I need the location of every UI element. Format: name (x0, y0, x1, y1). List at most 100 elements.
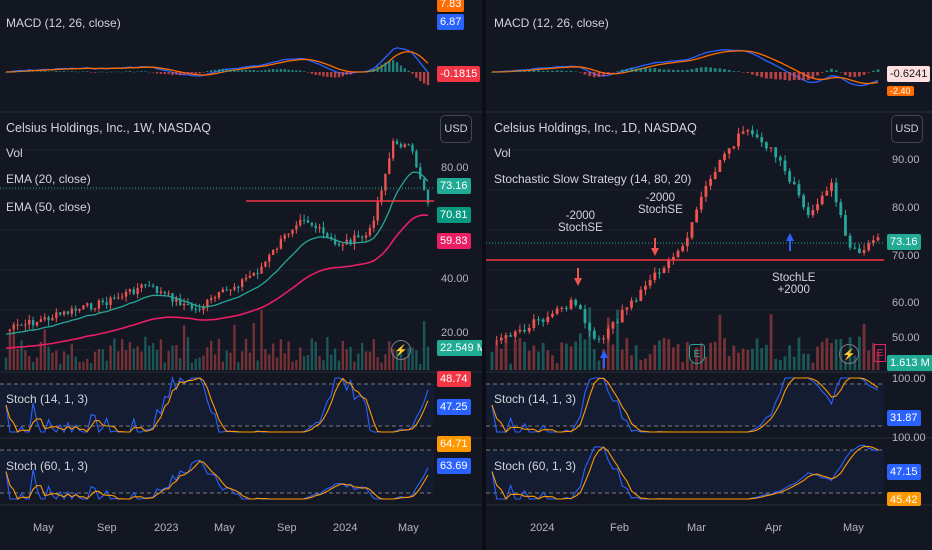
replay-icon[interactable]: ⚡ (391, 340, 411, 360)
volume-bar (532, 345, 536, 370)
macd-legend[interactable]: MACD (12, 26, close) (494, 16, 609, 30)
macd-line (491, 49, 879, 87)
vol-legend[interactable]: Vol (6, 146, 23, 160)
candle-body (504, 335, 508, 338)
macd-histogram-bar (47, 71, 50, 73)
macd-histogram-bar (86, 71, 89, 72)
macd-histogram-bar (380, 64, 383, 72)
candle-body (260, 266, 263, 274)
price-tick: 70.00 (892, 250, 920, 262)
macd-histogram-bar (411, 72, 414, 74)
volume-bar (24, 350, 27, 370)
volume-bar (186, 337, 190, 370)
candle-body (318, 227, 321, 229)
volume-bar (330, 354, 333, 370)
macd-histogram-bar (299, 70, 302, 72)
macd-histogram-bar (578, 72, 582, 73)
macd-histogram-bar (252, 70, 255, 72)
price-tick: 80.00 (441, 162, 469, 174)
annotation-name: StochLE (772, 272, 816, 284)
volume-bar (206, 347, 209, 370)
macd-histogram-bar (667, 69, 671, 72)
macd-signal-tag: 7.83 (437, 0, 465, 12)
volume-bar (857, 336, 861, 370)
macd-histogram-bar (43, 71, 46, 72)
macd-histogram-bar (676, 70, 680, 72)
candle-body (788, 171, 792, 182)
volume-bar (690, 362, 694, 370)
candle-body (39, 319, 43, 322)
macd-histogram-bar (713, 68, 717, 72)
candle-body (233, 286, 236, 290)
candle-body (333, 239, 337, 245)
candle-body (797, 184, 801, 196)
volume-bar (291, 361, 294, 370)
panel-divider[interactable] (482, 0, 486, 550)
replay-icon[interactable]: ⚡ (839, 344, 859, 364)
macd-histogram-bar (159, 72, 163, 74)
volume-bar (113, 338, 116, 370)
macd-histogram-bar (105, 72, 108, 73)
macd-histogram-bar (268, 69, 271, 72)
volume-bar (685, 342, 689, 370)
stoch14-legend[interactable]: Stoch (14, 1, 3) (6, 392, 89, 406)
candle-body (569, 299, 573, 309)
macd-histogram-bar (695, 68, 699, 72)
volume-bar (39, 341, 43, 370)
vol-legend[interactable]: Vol (494, 146, 511, 160)
stoch14-legend[interactable]: Stoch (14, 1, 3) (494, 392, 577, 406)
volume-bar (811, 362, 815, 370)
volume-bar (302, 356, 306, 370)
x-tick: 2024 (333, 522, 358, 534)
macd-histogram-bar (190, 72, 194, 75)
earnings-icon[interactable]: E (689, 344, 705, 364)
stoch60-legend[interactable]: Stoch (60, 1, 3) (494, 459, 577, 473)
macd-histogram-bar (109, 71, 112, 73)
macd-histogram-bar (74, 71, 77, 73)
macd-histogram-bar (140, 71, 143, 72)
macd-histogram-bar (816, 72, 819, 76)
macd-histogram-bar (755, 72, 759, 76)
candle-body (368, 227, 372, 236)
candle-body (648, 279, 652, 286)
candle-body (66, 311, 70, 314)
candle-body (151, 285, 155, 287)
weekly-chart-canvas[interactable] (0, 0, 482, 550)
currency-button[interactable]: USD (440, 115, 472, 143)
macd-histogram-bar (59, 71, 62, 72)
currency-button[interactable]: USD (891, 115, 923, 143)
macd-histogram-bar (182, 72, 186, 75)
signal-line (492, 50, 879, 85)
price-tick: 60.00 (892, 297, 920, 309)
candle-body (853, 247, 857, 249)
volume-bar (229, 352, 232, 370)
daily-chart-canvas[interactable] (486, 0, 932, 550)
volume-bar (509, 363, 513, 370)
daily-chart-panel[interactable]: MACD (12, 26, close) -0.6241 -2.40 Celsi… (486, 0, 932, 550)
macd-histogram-bar (283, 68, 286, 72)
candle-body (574, 299, 578, 306)
candle-body (55, 312, 58, 319)
candle-body (264, 261, 267, 267)
stoch60-legend[interactable]: Stoch (60, 1, 3) (6, 459, 89, 473)
macd-histogram-bar (345, 72, 348, 75)
strategy-legend[interactable]: Stochastic Slow Strategy (14, 80, 20) (494, 172, 692, 186)
ema50-legend[interactable]: EMA (50, close) (6, 200, 91, 214)
candle-body (35, 321, 39, 326)
weekly-chart-panel[interactable]: MACD (12, 26, close) 7.83 6.87 -0.1815 C… (0, 0, 489, 550)
candle-body (295, 225, 298, 230)
volume-bar (8, 329, 12, 370)
earnings-badge-icon[interactable]: E (874, 344, 886, 362)
x-tick: May (33, 522, 54, 534)
macd-histogram-bar (723, 69, 726, 72)
macd-histogram-bar (66, 71, 70, 73)
macd-histogram-bar (62, 71, 66, 72)
macd-histogram-bar (699, 67, 703, 72)
candle-body (727, 148, 731, 154)
macd-legend[interactable]: MACD (12, 26, close) (6, 16, 121, 30)
candle-body (279, 238, 283, 249)
stoch60-k-tag: 63.69 (437, 458, 471, 474)
candle-body (737, 133, 740, 147)
macd-histogram-bar (830, 68, 833, 72)
ema20-legend[interactable]: EMA (20, close) (6, 172, 91, 186)
